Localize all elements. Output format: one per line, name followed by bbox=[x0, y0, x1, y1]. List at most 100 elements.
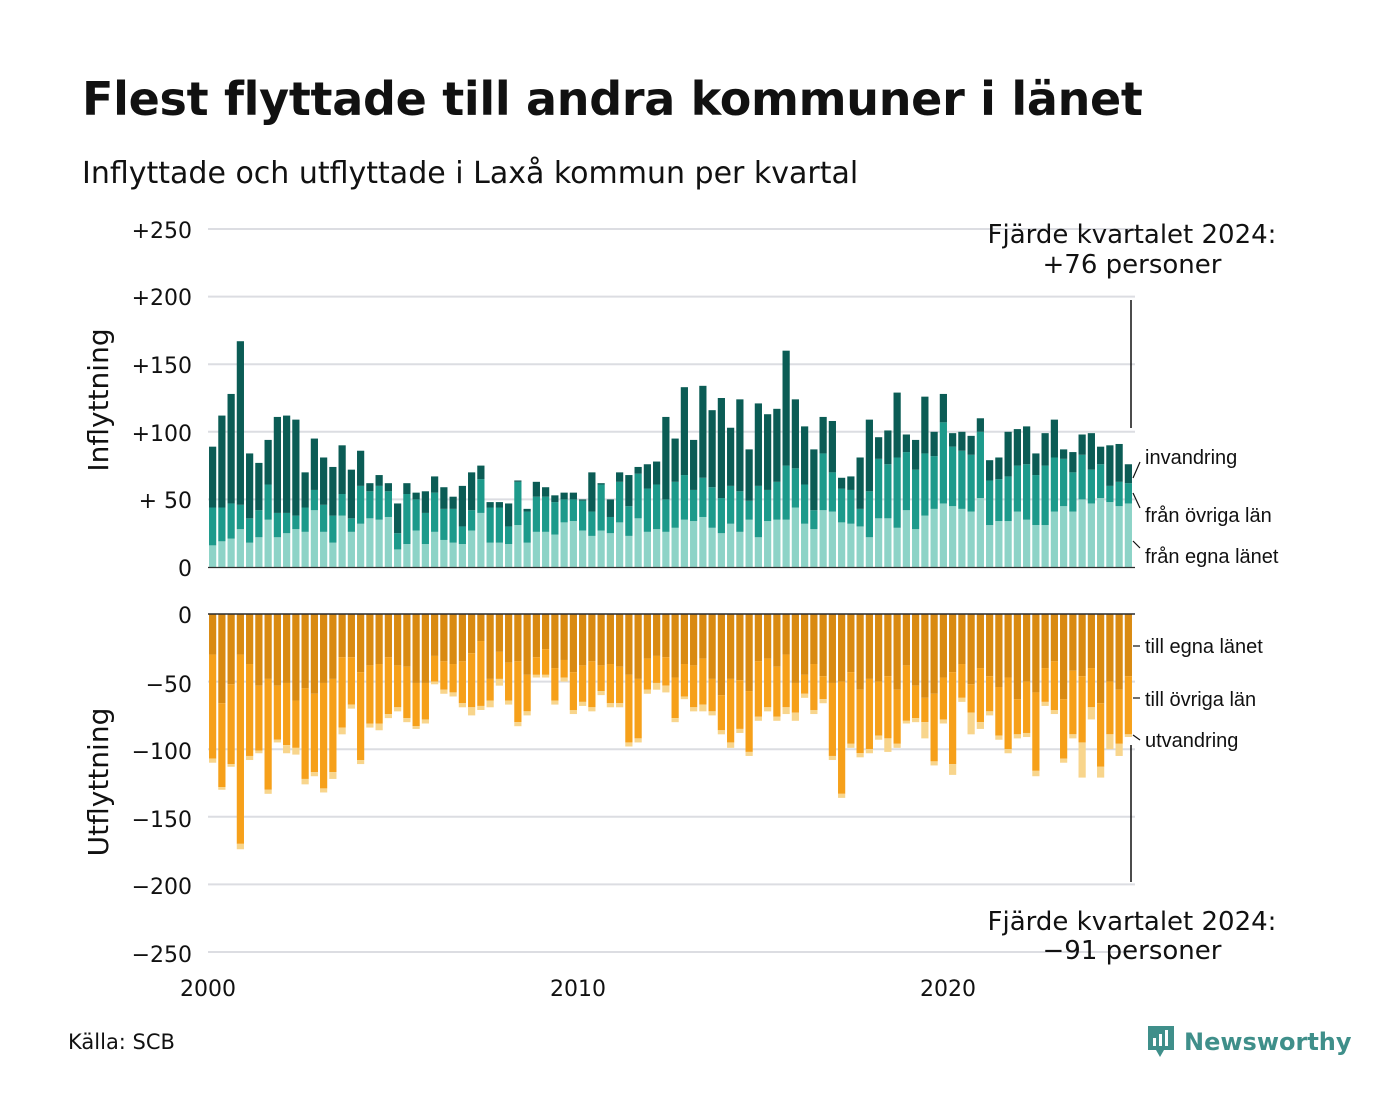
bar-out-segment bbox=[819, 676, 827, 700]
bar-in-segment bbox=[514, 525, 522, 567]
bar-in-segment bbox=[764, 414, 772, 490]
bar-out-segment bbox=[856, 689, 864, 754]
bar-out-segment bbox=[967, 614, 975, 685]
bar-in-segment bbox=[1032, 475, 1040, 526]
bar-out-segment bbox=[791, 682, 799, 713]
bar-in-segment bbox=[1115, 481, 1123, 507]
bar-in-segment bbox=[551, 502, 559, 535]
bar-in-segment bbox=[495, 542, 503, 567]
bar-in-segment bbox=[357, 450, 365, 486]
annotation-out-line2: −91 personer bbox=[1043, 936, 1222, 966]
bar-out-segment bbox=[477, 705, 485, 710]
bar-out-segment bbox=[209, 614, 217, 655]
bar-out-segment bbox=[939, 719, 947, 724]
bar-in-segment bbox=[1060, 458, 1068, 507]
bar-in-segment bbox=[532, 531, 540, 567]
bar-out-segment bbox=[865, 678, 873, 750]
bar-out-segment bbox=[449, 614, 457, 665]
bar-out-segment bbox=[801, 693, 809, 698]
bar-out-segment bbox=[532, 657, 540, 675]
bar-out-segment bbox=[939, 614, 947, 678]
bar-out-segment bbox=[505, 662, 513, 701]
bar-out-segment bbox=[347, 657, 355, 705]
bar-in-segment bbox=[292, 515, 300, 530]
bar-out-segment bbox=[717, 614, 725, 696]
bar-in-segment bbox=[893, 392, 901, 458]
bar-out-segment bbox=[218, 787, 226, 790]
bar-in-segment bbox=[292, 419, 300, 516]
bar-in-segment bbox=[1004, 431, 1012, 477]
bar-out-segment bbox=[754, 661, 762, 717]
bar-out-segment bbox=[486, 700, 494, 708]
bar-in-segment bbox=[227, 393, 235, 504]
bar-in-segment bbox=[486, 502, 494, 508]
annotation-in-line1: Fjärde kvartalet 2024: bbox=[988, 220, 1277, 250]
bar-in-segment bbox=[773, 481, 781, 520]
bar-out-segment bbox=[1023, 614, 1031, 682]
bar-out-segment bbox=[542, 649, 550, 675]
bar-out-segment bbox=[338, 727, 346, 735]
bar-in-segment bbox=[412, 499, 420, 531]
bar-out-segment bbox=[1004, 749, 1012, 754]
bar-out-segment bbox=[1041, 614, 1049, 669]
bar-in-segment bbox=[255, 537, 263, 567]
bar-in-segment bbox=[699, 477, 707, 517]
bar-out-segment bbox=[431, 655, 439, 682]
bar-out-segment bbox=[338, 614, 346, 658]
bar-out-segment bbox=[394, 707, 402, 712]
bar-out-segment bbox=[320, 682, 328, 789]
bar-out-segment bbox=[283, 682, 291, 746]
bar-out-segment bbox=[560, 614, 568, 660]
bar-out-segment bbox=[310, 693, 318, 773]
bar-out-segment bbox=[523, 674, 531, 712]
bar-in-segment bbox=[625, 475, 633, 507]
bar-in-segment bbox=[819, 510, 827, 567]
bar-in-segment bbox=[828, 472, 836, 512]
bar-out-segment bbox=[1013, 734, 1021, 739]
source-note: Källa: SCB bbox=[68, 1030, 175, 1054]
bar-in-segment bbox=[1013, 429, 1021, 466]
bar-in-segment bbox=[939, 503, 947, 567]
bar-in-segment bbox=[301, 507, 309, 532]
bar-out-segment bbox=[810, 614, 818, 665]
bar-in-segment bbox=[329, 515, 337, 543]
series-label-invandring: invandring bbox=[1145, 447, 1237, 469]
bar-in-segment bbox=[532, 481, 540, 497]
bar-in-segment bbox=[1124, 503, 1132, 567]
annotations bbox=[208, 300, 1141, 882]
bar-in-segment bbox=[1087, 433, 1095, 470]
y-axis-title-in: Inflyttning bbox=[82, 328, 115, 471]
bar-in-segment bbox=[865, 419, 873, 492]
bar-out-segment bbox=[754, 614, 762, 662]
bar-out-segment bbox=[1106, 734, 1114, 750]
brand-name: Newsworthy bbox=[1184, 1028, 1352, 1056]
bar-out-segment bbox=[819, 614, 827, 677]
bar-out-segment bbox=[690, 665, 698, 708]
bar-in-segment bbox=[921, 515, 929, 567]
bar-in-segment bbox=[967, 435, 975, 455]
bar-out-segment bbox=[634, 678, 642, 739]
bar-out-segment bbox=[569, 614, 577, 673]
bar-in-segment bbox=[810, 510, 818, 530]
bar-out-segment bbox=[810, 709, 818, 715]
bar-in-segment bbox=[1078, 434, 1086, 455]
bar-out-segment bbox=[431, 681, 439, 685]
bar-out-segment bbox=[1032, 614, 1040, 693]
bar-in-segment bbox=[1013, 511, 1021, 567]
bar-in-segment bbox=[828, 420, 836, 473]
bar-out-segment bbox=[394, 614, 402, 666]
bar-out-segment bbox=[449, 692, 457, 697]
series-label-till-ovriga-lan: till övriga län bbox=[1145, 689, 1256, 711]
y-tick-label: +200 bbox=[132, 286, 192, 311]
bar-in-segment bbox=[477, 512, 485, 567]
bar-out-segment bbox=[865, 749, 873, 754]
bar-in-segment bbox=[449, 508, 457, 543]
bar-out-segment bbox=[949, 764, 957, 775]
chart-title: Flest flyttade till andra kommuner i län… bbox=[82, 72, 1143, 126]
bar-out-segment bbox=[717, 730, 725, 735]
bar-out-segment bbox=[468, 614, 476, 654]
bar-in-segment bbox=[717, 398, 725, 499]
bar-in-segment bbox=[301, 531, 309, 567]
bar-in-segment bbox=[912, 469, 920, 530]
annotation-out-line1: Fjärde kvartalet 2024: bbox=[988, 907, 1277, 937]
